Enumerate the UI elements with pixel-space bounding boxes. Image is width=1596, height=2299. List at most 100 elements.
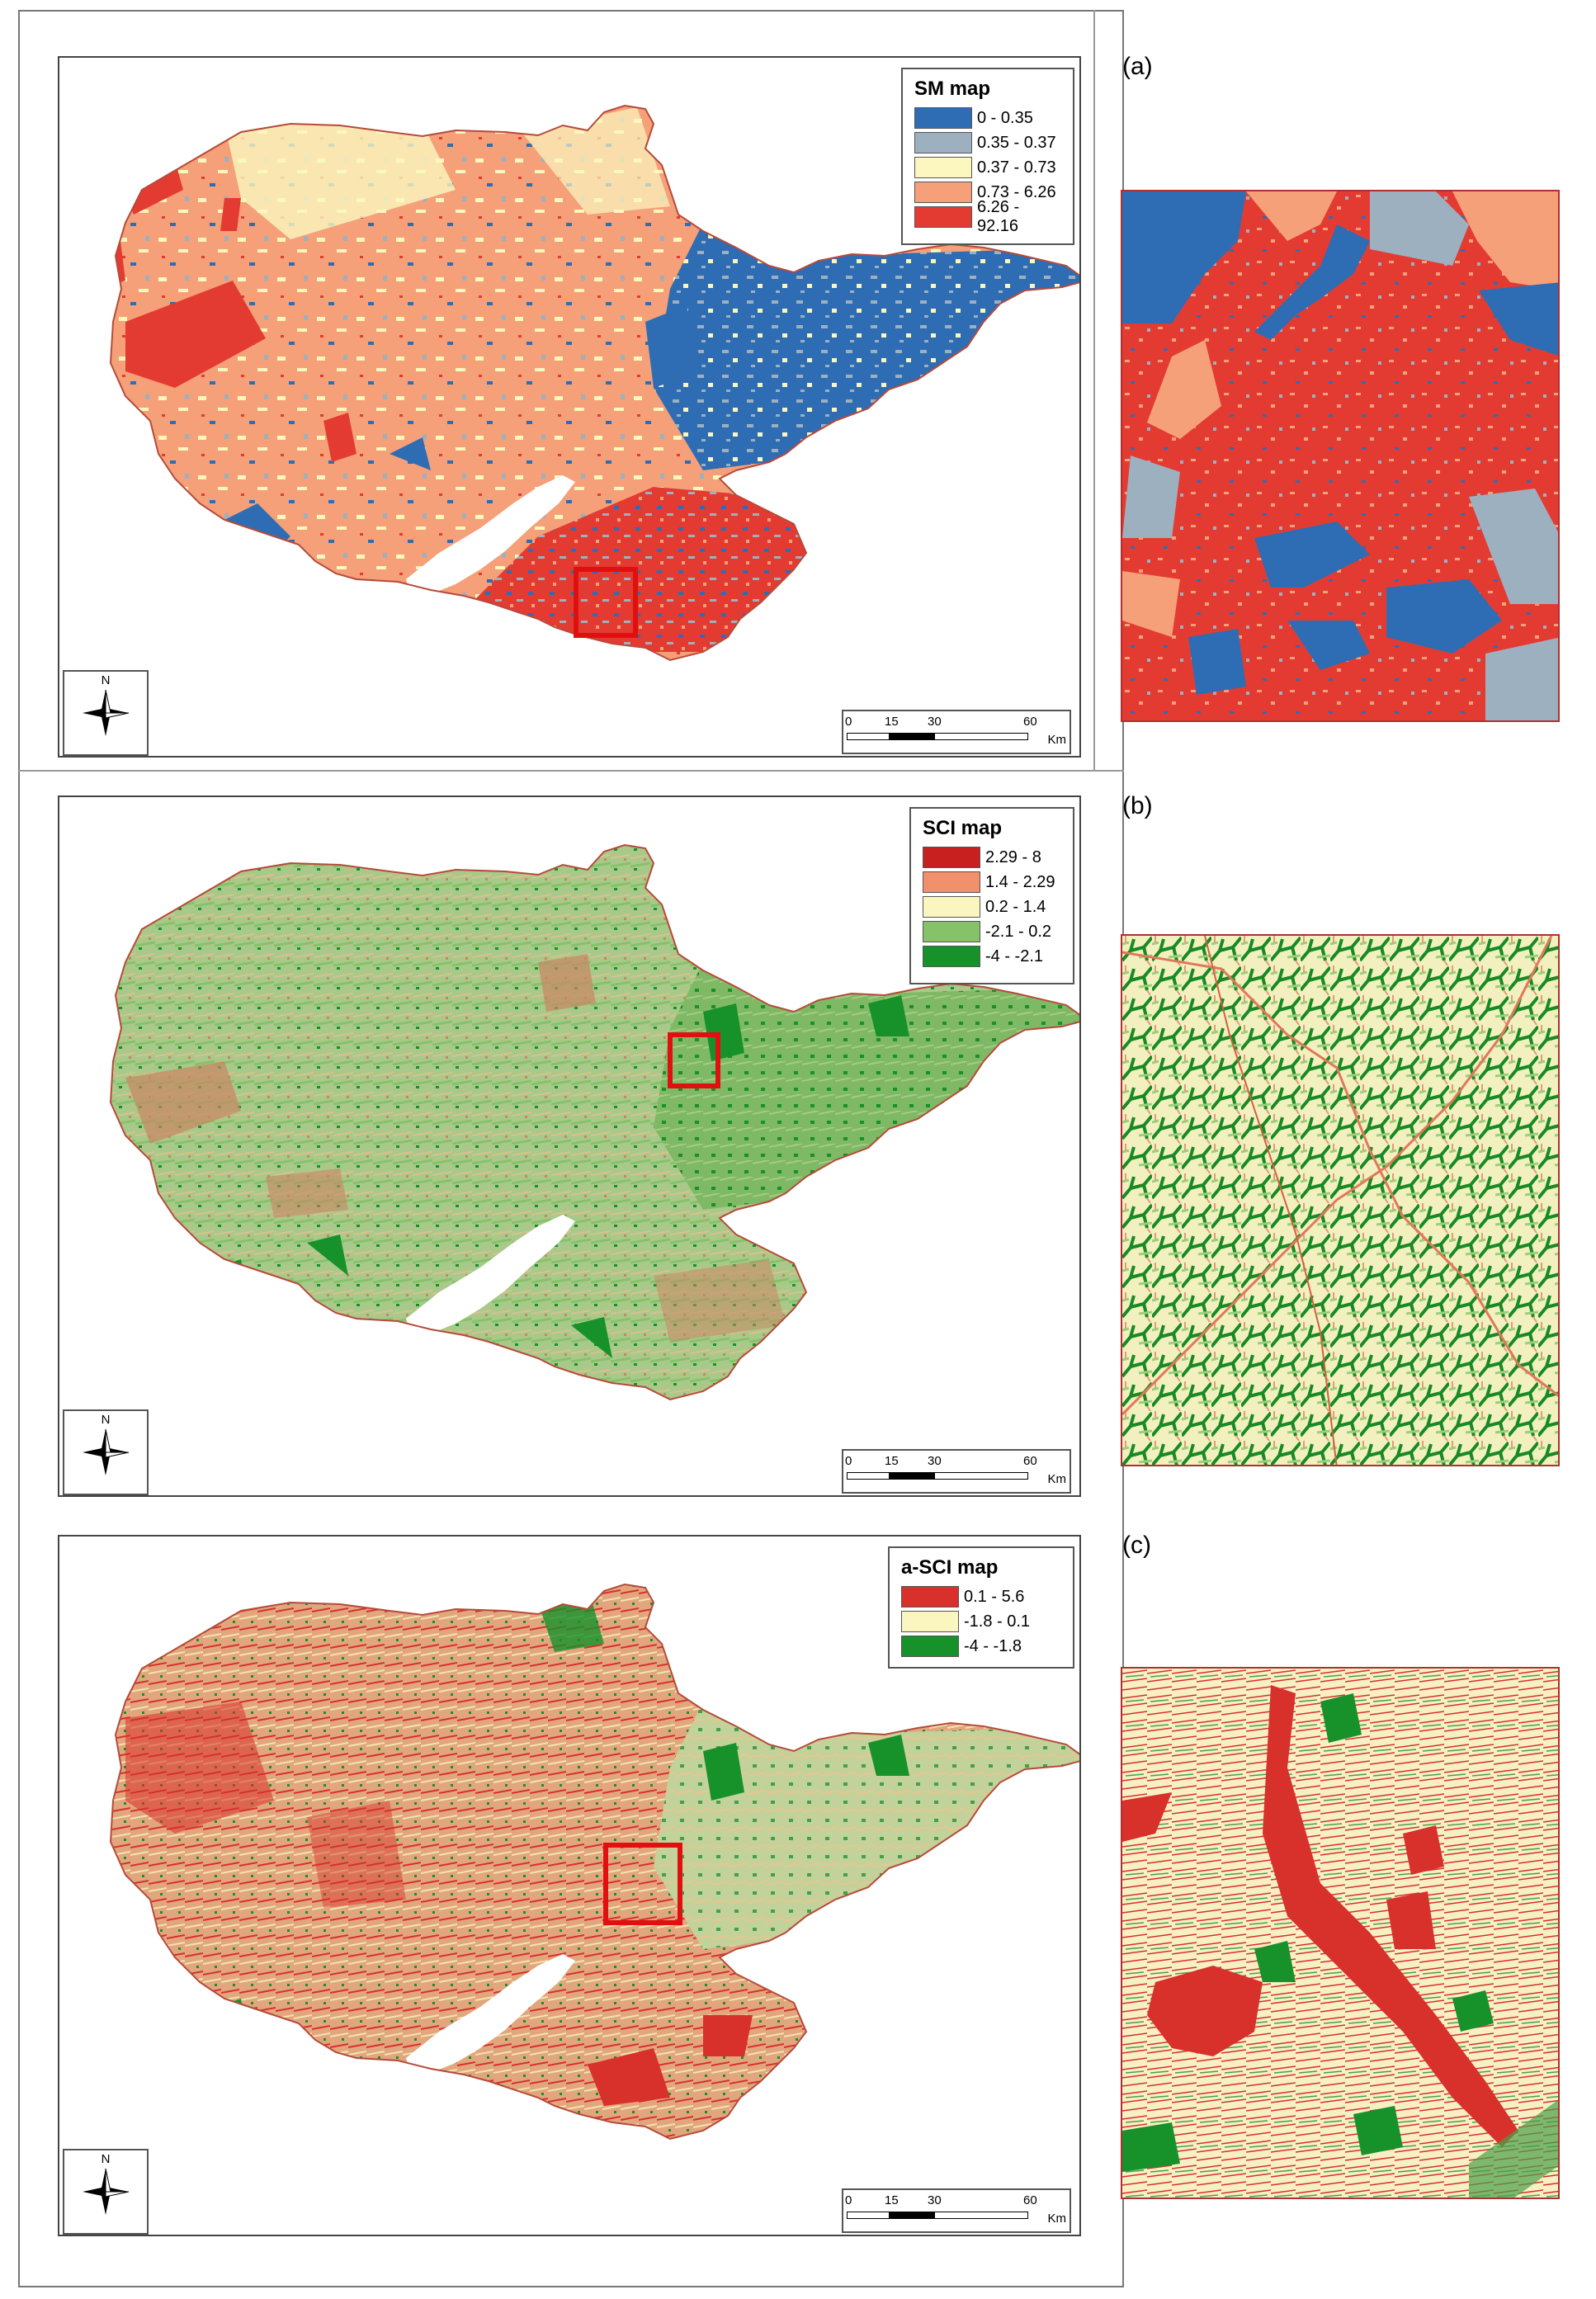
sm-legend-title: SM map bbox=[914, 78, 991, 100]
sm-zoom-marker bbox=[574, 567, 638, 638]
scale-segment bbox=[890, 1472, 934, 1480]
scale-tick: 0 bbox=[845, 2193, 852, 2207]
scale-tick: 60 bbox=[1023, 2193, 1037, 2207]
scale-tick: 60 bbox=[1023, 715, 1037, 729]
asci-legend-title: a-SCI map bbox=[901, 1556, 999, 1579]
sci-legend-title: SCI map bbox=[923, 817, 1003, 839]
sci-north-arrow: N bbox=[63, 1409, 149, 1495]
asci-scale-bar: 0 15 30 60 Km bbox=[842, 2188, 1071, 2233]
sci-legend: SCI map 2.29 - 8 1.4 - 2.29 0.2 - 1.4 -2… bbox=[909, 807, 1074, 984]
panel-label-a: (a) bbox=[1122, 53, 1153, 80]
scale-tick: 60 bbox=[1023, 1454, 1037, 1468]
sci-map-panel: SCI map 2.29 - 8 1.4 - 2.29 0.2 - 1.4 -2… bbox=[58, 795, 1081, 1497]
scale-unit: Km bbox=[1047, 2212, 1067, 2226]
sm-legend-item: 0.37 - 0.73 bbox=[914, 155, 1063, 180]
sci-legend-swatch bbox=[923, 871, 980, 893]
sci-legend-swatch bbox=[923, 847, 980, 868]
sm-legend-label: 0.73 - 6.26 bbox=[977, 182, 1056, 201]
asci-zoom-marker bbox=[603, 1843, 682, 1925]
sm-legend-item: 0.35 - 0.37 bbox=[914, 130, 1063, 155]
asci-legend-label: 0.1 - 5.6 bbox=[964, 1587, 1025, 1606]
scale-segment bbox=[847, 733, 890, 740]
asci-legend-item: -1.8 - 0.1 bbox=[901, 1609, 1063, 1634]
sci-zoom-marker bbox=[668, 1032, 720, 1088]
sci-legend-swatch bbox=[923, 921, 980, 942]
asci-zoom-graphic bbox=[1122, 1669, 1558, 2198]
north-label: N bbox=[101, 1413, 111, 1427]
asci-legend-swatch bbox=[901, 1636, 959, 1657]
scale-tick: 30 bbox=[928, 1454, 942, 1468]
sci-legend-label: 0.2 - 1.4 bbox=[985, 897, 1046, 916]
scale-tick: 15 bbox=[885, 715, 899, 729]
sci-legend-item: 2.29 - 8 bbox=[923, 845, 1063, 870]
sci-legend-item: -4 - -2.1 bbox=[923, 944, 1063, 969]
scale-tick: 0 bbox=[845, 715, 852, 729]
sm-legend-label: 0.37 - 0.73 bbox=[977, 158, 1056, 177]
sm-legend-item: 0.73 - 6.26 bbox=[914, 180, 1063, 205]
asci-zoom-view bbox=[1121, 1667, 1560, 2199]
sm-map-graphic bbox=[110, 105, 1079, 661]
scale-unit: Km bbox=[1047, 1472, 1067, 1486]
compass-rose-icon bbox=[83, 2168, 130, 2215]
sm-legend-item: 6.26 - 92.16 bbox=[914, 198, 1063, 235]
divider-top bbox=[18, 770, 1124, 772]
sci-legend-label: -4 - -2.1 bbox=[985, 947, 1044, 965]
scale-segment bbox=[890, 2212, 934, 2219]
scale-segment bbox=[934, 733, 1028, 740]
asci-legend-swatch bbox=[901, 1611, 959, 1632]
scale-segment bbox=[934, 1472, 1028, 1480]
panel-label-b: (b) bbox=[1122, 792, 1153, 819]
asci-legend-swatch bbox=[901, 1586, 959, 1607]
sm-legend-item: 0 - 0.35 bbox=[914, 106, 1063, 130]
scale-tick: 30 bbox=[928, 715, 942, 729]
scale-segment bbox=[934, 2212, 1028, 2219]
sm-legend-label: 6.26 - 92.16 bbox=[977, 198, 1020, 235]
sm-zoom-graphic bbox=[1122, 191, 1558, 720]
sm-legend-label: 0.35 - 0.37 bbox=[977, 133, 1056, 152]
scale-tick: 30 bbox=[928, 2193, 942, 2207]
scale-tick: 15 bbox=[885, 1454, 899, 1468]
sci-legend-label: -2.1 - 0.2 bbox=[985, 922, 1052, 941]
asci-legend-label: -4 - -1.8 bbox=[964, 1636, 1022, 1655]
sm-legend: SM map 0 - 0.35 0.35 - 0.37 0.37 - 0.73 … bbox=[901, 68, 1074, 245]
sm-map-panel: SM map 0 - 0.35 0.35 - 0.37 0.37 - 0.73 … bbox=[58, 56, 1081, 758]
sci-zoom-graphic bbox=[1122, 936, 1558, 1465]
asci-map-graphic bbox=[110, 1584, 1079, 2140]
sm-legend-label: 0 - 0.35 bbox=[977, 108, 1033, 127]
sm-legend-swatch bbox=[914, 206, 972, 228]
asci-legend: a-SCI map 0.1 - 5.6 -1.8 - 0.1 -4 - -1.8 bbox=[888, 1546, 1074, 1669]
asci-map-panel: a-SCI map 0.1 - 5.6 -1.8 - 0.1 -4 - -1.8… bbox=[58, 1535, 1081, 2236]
divider-vertical bbox=[1093, 10, 1095, 770]
north-label: N bbox=[101, 673, 111, 687]
asci-legend-item: 0.1 - 5.6 bbox=[901, 1584, 1063, 1609]
sci-legend-item: 1.4 - 2.29 bbox=[923, 870, 1063, 895]
sci-scale-bar: 0 15 30 60 Km bbox=[842, 1449, 1071, 1494]
north-label: N bbox=[101, 2152, 111, 2166]
sci-legend-label: 1.4 - 2.29 bbox=[985, 872, 1055, 891]
scale-tick: 15 bbox=[885, 2193, 899, 2207]
sm-legend-swatch bbox=[914, 107, 972, 129]
sm-legend-swatch bbox=[914, 182, 972, 203]
asci-north-arrow: N bbox=[63, 2149, 149, 2235]
sci-legend-item: -2.1 - 0.2 bbox=[923, 919, 1063, 944]
sci-legend-label: 2.29 - 8 bbox=[985, 847, 1041, 866]
asci-legend-item: -4 - -1.8 bbox=[901, 1634, 1063, 1659]
sci-legend-item: 0.2 - 1.4 bbox=[923, 895, 1063, 919]
sci-zoom-view bbox=[1121, 934, 1560, 1466]
scale-unit: Km bbox=[1047, 733, 1067, 747]
panel-label-c: (c) bbox=[1122, 1532, 1151, 1559]
compass-rose-icon bbox=[83, 689, 130, 736]
sm-zoom-view bbox=[1121, 190, 1560, 722]
scale-tick: 0 bbox=[845, 1454, 852, 1468]
sm-legend-swatch bbox=[914, 157, 972, 178]
sm-legend-swatch bbox=[914, 132, 972, 153]
sm-scale-bar: 0 15 30 60 Km bbox=[842, 710, 1071, 754]
compass-rose-icon bbox=[83, 1428, 130, 1475]
asci-legend-label: -1.8 - 0.1 bbox=[964, 1612, 1031, 1631]
sci-legend-swatch bbox=[923, 896, 980, 918]
sci-legend-swatch bbox=[923, 946, 980, 967]
scale-segment bbox=[847, 2212, 890, 2219]
scale-segment bbox=[890, 733, 934, 740]
scale-segment bbox=[847, 1472, 890, 1480]
sm-north-arrow: N bbox=[63, 670, 149, 756]
